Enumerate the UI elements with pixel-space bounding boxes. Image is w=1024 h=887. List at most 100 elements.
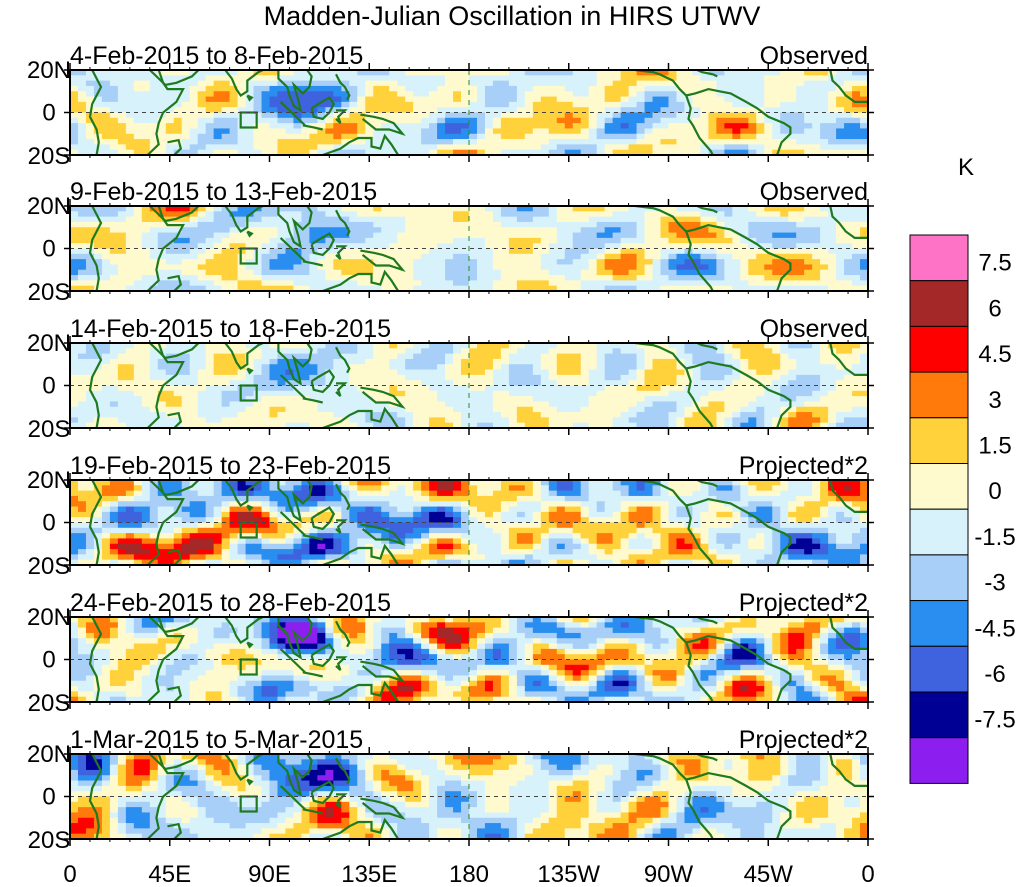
- x-tick-label: 90E: [248, 861, 291, 887]
- coastline: [829, 754, 868, 788]
- anomaly-field: [70, 754, 868, 839]
- coastline: [246, 504, 254, 512]
- coastline: [360, 113, 406, 137]
- x-tick-label: 180: [449, 861, 489, 887]
- coastline: [302, 808, 323, 815]
- coastline: [302, 671, 323, 678]
- coastline: [322, 680, 400, 702]
- panel-type-label: Projected*2: [739, 589, 868, 617]
- coastline: [88, 480, 103, 565]
- x-tick-label: 135W: [537, 861, 600, 887]
- coastline: [635, 343, 792, 428]
- coastline: [277, 70, 313, 113]
- coastline: [224, 206, 264, 233]
- coastline: [696, 617, 718, 625]
- coastline: [322, 133, 400, 155]
- coastline: [149, 206, 200, 223]
- panel: 20N 0 20S 24-Feb-2015 to 28-Feb-2015 Project…: [27, 589, 874, 717]
- coastline: [310, 506, 336, 531]
- coastline: [335, 793, 348, 808]
- coastline: [360, 797, 406, 821]
- coastline: [246, 778, 254, 786]
- coastline: [322, 406, 400, 428]
- coastline: [88, 754, 103, 839]
- coastline: [246, 230, 254, 238]
- coastline: [88, 343, 103, 428]
- coastline: [685, 95, 714, 155]
- colorbar-label: 3: [988, 387, 1001, 414]
- coastline: [335, 656, 348, 671]
- coastline: [279, 511, 306, 537]
- coastline: [246, 367, 254, 375]
- coastline: [360, 249, 406, 273]
- coastline: [224, 480, 264, 507]
- panel-date-range: 4-Feb-2015 to 8-Feb-2015: [70, 42, 363, 70]
- coastline: [277, 480, 313, 523]
- coastline: [149, 343, 200, 360]
- coastline: [829, 343, 868, 376]
- coastline: [635, 617, 792, 702]
- y-tick-label: 0: [42, 100, 55, 127]
- panel: 20N 0 20S 14-Feb-2015 to 18-Feb-2015 Observe…: [27, 315, 874, 443]
- x-tick-label: 0: [861, 861, 874, 887]
- coastline: [322, 817, 400, 839]
- panel-date-range: 19-Feb-2015 to 23-Feb-2015: [70, 452, 391, 480]
- coastline: [829, 480, 868, 513]
- y-tick-label: 20S: [28, 143, 71, 170]
- coastline: [696, 343, 718, 351]
- coastline: [149, 754, 200, 771]
- x-tick-label: 135E: [341, 861, 397, 887]
- coastline: [224, 343, 264, 370]
- coastline: [302, 260, 323, 267]
- colorbar-swatch: [909, 600, 969, 647]
- panel: 20N 0 20S 19-Feb-2015 to 23-Feb-2015 Project…: [27, 452, 874, 580]
- coastline: [696, 754, 718, 762]
- coastline: [167, 685, 183, 702]
- colorbar-label: 7.5: [978, 250, 1011, 277]
- coastline: [685, 642, 714, 702]
- colorbar-label: -3: [984, 570, 1005, 597]
- panel-date-range: 9-Feb-2015 to 13-Feb-2015: [70, 178, 377, 206]
- coastline: [335, 73, 351, 101]
- coastline: [149, 480, 200, 497]
- coastline: [310, 96, 336, 121]
- colorbar-label: -4.5: [974, 615, 1015, 642]
- coastline: [685, 368, 714, 428]
- y-tick-label: 0: [42, 510, 55, 537]
- chart-title: Madden-Julian Oscillation in HIRS UTWV: [264, 1, 761, 31]
- coastline: [335, 483, 351, 511]
- y-tick-label: 0: [42, 236, 55, 263]
- coastline: [829, 206, 868, 239]
- coastline: [167, 274, 183, 291]
- coastline: [224, 617, 264, 644]
- x-tick-label: 0: [63, 861, 76, 887]
- coastline: [335, 109, 348, 124]
- coastline: [224, 70, 264, 97]
- panel: 20N 0 20S 9-Feb-2015 to 13-Feb-2015 Observed: [27, 178, 874, 306]
- colorbar-label: -1.5: [974, 524, 1015, 551]
- coastline: [696, 480, 718, 488]
- coastline: [279, 237, 306, 263]
- colorbar-swatch: [909, 463, 969, 510]
- colorbar-swatch: [909, 371, 969, 419]
- coastline: [277, 754, 313, 797]
- coastline: [88, 70, 103, 155]
- coastline: [335, 620, 351, 648]
- coastline: [360, 660, 406, 684]
- coastline: [635, 70, 792, 155]
- coastline: [302, 397, 323, 404]
- colorbar-label: 6: [988, 295, 1001, 322]
- x-tick-label: 45W: [744, 861, 794, 887]
- colorbar-swatch: [909, 737, 969, 784]
- x-tick-label: 90W: [644, 861, 694, 887]
- coastline: [310, 369, 336, 394]
- coastline: [167, 138, 183, 155]
- coastline: [310, 643, 336, 668]
- panel-type-label: Observed: [760, 178, 868, 206]
- coastline: [335, 519, 348, 534]
- coastline: [149, 617, 200, 634]
- panel-type-label: Projected*2: [739, 726, 868, 754]
- coastline: [635, 480, 792, 565]
- colorbar-swatch: [909, 508, 969, 556]
